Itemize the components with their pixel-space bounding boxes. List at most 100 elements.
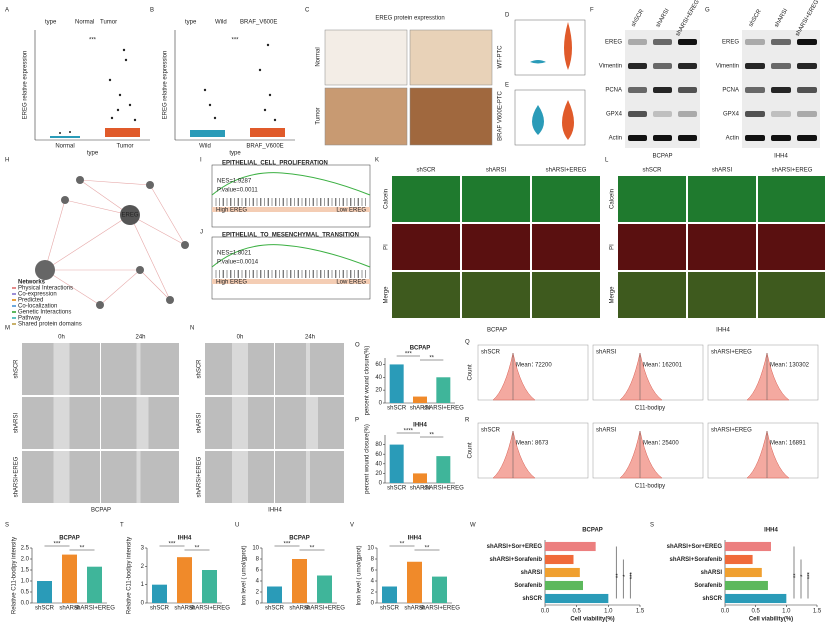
network-legend-swatch [12,311,16,313]
x-axis-label: type [87,151,99,157]
x-axis-label: C11-bodipy [635,406,665,412]
bar [413,396,427,403]
bar [545,567,580,578]
y-tick-label: 0 [379,481,383,487]
gsea-p: P.value=0.0011 [217,188,258,194]
fluorescence-image [758,176,825,222]
bar [725,541,771,552]
fluorescence-image [392,224,460,270]
fluorescence-image [688,224,756,270]
x-tick-label: shARSI+EREG [423,486,464,492]
y-tick-label: shARSI+Sor+EREG [487,544,543,550]
group-label: shARSI+EREG [197,456,203,497]
panel-label: O [355,343,360,349]
panel-label: Q [465,340,470,346]
blot-band [628,111,647,117]
group-label: shSCR [197,359,203,379]
y-tick-label: 20 [375,388,382,394]
blot-band [797,39,817,45]
bar [725,554,753,565]
x-tick-label: shARSI+EREG [74,606,115,612]
network-legend-swatch [12,305,16,307]
network-legend-item: Pathway [18,316,41,322]
cell-line-label: BCPAP [91,508,111,514]
chart-title: IHH4 [764,528,778,534]
mean-value: 130302 [789,363,810,369]
panel-label: R [465,418,470,424]
y-tick-label: 4 [256,579,260,585]
mean-label: Mean： [643,441,664,447]
blot-band [771,63,791,69]
bar [389,364,404,403]
blot-band [771,135,791,141]
bar [87,566,102,603]
group-label: shARSI+EREG [14,456,20,497]
x-tick-label: shSCR [387,406,407,412]
blot-band [797,111,817,117]
x-tick-label: 1.5 [636,609,645,615]
blot-band [628,135,647,141]
blot-row-label: GPX4 [606,112,623,118]
blot-band [797,87,817,93]
y-tick-label: 2.0 [21,557,30,563]
ihc-title: EREG protein expresstion [375,16,444,22]
x-tick-label: shSCR [265,606,285,612]
bar [62,554,77,603]
significance: ** [80,546,85,552]
stain-label: Merge [384,286,390,304]
legend-item: Wild [215,20,227,26]
wound-gap [306,451,310,503]
bar [545,541,596,552]
blot-row-label: Vimentin [599,64,622,70]
panel-label: U [235,523,239,529]
x-tick-label: 0.0 [541,609,550,615]
x-tick-label: 0.5 [751,609,760,615]
y-tick-label: shARSI [701,570,723,576]
panel-label: S [650,523,654,529]
gsea-low: Low EREG [336,208,366,214]
x-tick-label: shSCR [387,486,407,492]
panel-label: H [5,158,9,164]
chart-title: BCPAP [289,536,310,542]
x-tick-label: shARSI [59,606,80,612]
fluorescence-image [618,272,686,318]
significance: ** [429,433,434,439]
wound-gap [53,451,70,503]
gsea-low: Low EREG [336,280,366,286]
chart-title: BCPAP [410,346,431,352]
y-tick-label: 0 [371,601,375,607]
group-label: shARSI [14,412,20,433]
y-axis-label: Count [468,442,474,458]
blot-row-label: Vimentin [716,64,739,70]
significance: ** [310,546,315,552]
category-label: Wild [199,144,211,150]
cell-line-label: IHH4 [774,154,788,160]
group-label: shARSI+EREG [546,168,587,174]
network-decor [35,176,189,309]
network-legend-item: Physical Interactions [18,286,73,292]
wound-gap [232,397,248,449]
panel-label: D [505,13,510,19]
time-label: 24h [135,335,145,341]
network-legend-swatch [12,299,16,301]
mean-value: 25400 [662,441,679,447]
gsea-title: EPITHELIAL_TO_MESENCHYMAL_TRANSITION [222,233,359,239]
network-legend-title: Networks [18,280,46,286]
network-legend-item: Shared protein domains [18,322,82,328]
blot-band [678,135,697,141]
bar [436,456,451,483]
blot-row-label: PCNA [722,88,739,94]
category-label: BRAF_V600E [246,144,283,150]
blot-band [745,135,765,141]
significance: * [801,574,807,577]
group-label: shARSI [596,428,617,434]
y-tick-label: shSCR [522,596,542,602]
bar [545,580,583,591]
fluorescence-image [532,272,600,318]
panel-label: I [200,158,202,164]
stain-label: Calcein [384,189,390,209]
y-tick-label: 40 [375,375,382,381]
y-tick-label: 80 [375,442,382,448]
y-tick-label: 2 [371,590,375,596]
gsea-frame [211,164,371,228]
